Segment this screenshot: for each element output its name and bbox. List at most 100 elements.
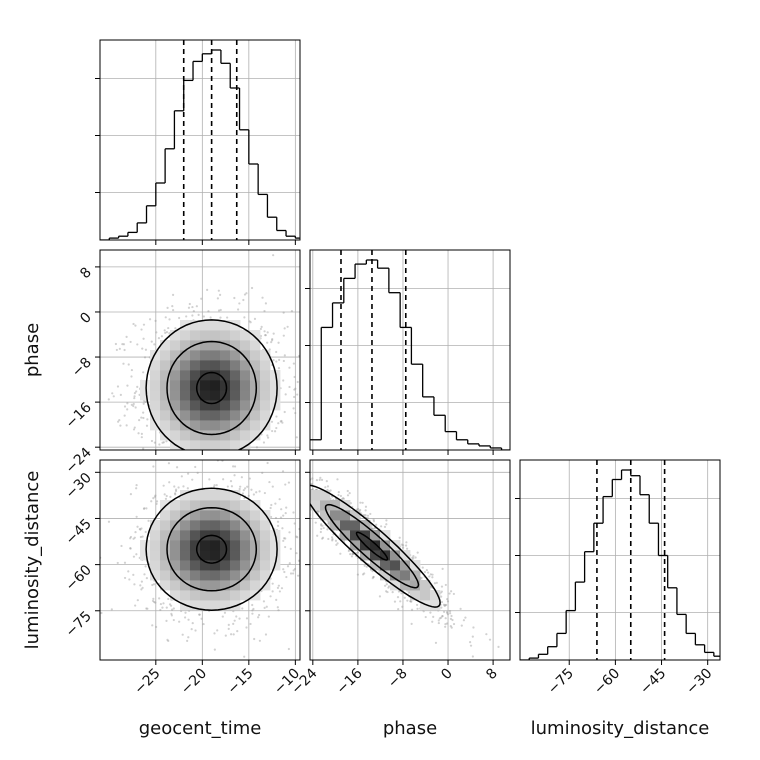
density-bin [170, 330, 181, 341]
scatter-point [249, 622, 252, 626]
density-bin [340, 510, 351, 521]
scatter-point [175, 451, 177, 453]
scatter-point [446, 598, 449, 601]
scatter-point [275, 360, 278, 363]
density-bin [370, 530, 381, 541]
scatter-point [232, 465, 235, 468]
scatter-point [184, 473, 186, 475]
scatter-point [139, 535, 142, 539]
density-bin [170, 360, 181, 371]
scatter-point [328, 520, 331, 523]
scatter-point [472, 626, 475, 629]
scatter-point [297, 559, 300, 562]
scatter-point [446, 622, 449, 625]
scatter-point [264, 334, 267, 337]
scatter-point [292, 569, 295, 572]
density-bin [210, 590, 221, 601]
scatter-point [119, 424, 122, 427]
density-bin [420, 590, 431, 601]
scatter-point [264, 633, 268, 636]
scatter-point [100, 611, 103, 615]
scatter-point [260, 447, 262, 449]
scatter-point [289, 547, 292, 550]
scatter-point [302, 466, 304, 468]
scatter-point [349, 553, 352, 556]
scatter-point [177, 486, 180, 489]
scatter-point [289, 572, 293, 575]
scatter-point [277, 609, 280, 612]
scatter-point [361, 501, 364, 504]
density-bin [260, 390, 271, 401]
scatter-point [293, 489, 295, 491]
y-axis-title-luminosity_distance: luminosity_distance [22, 471, 43, 650]
scatter-point [429, 611, 432, 614]
scatter-point [180, 609, 183, 613]
density-bin [160, 350, 171, 361]
scatter-point [251, 603, 254, 607]
density-bin [250, 580, 261, 591]
density-bin [180, 590, 191, 601]
density-bin [220, 330, 231, 341]
scatter-point [164, 497, 168, 500]
density-bin [260, 380, 271, 391]
scatter-point [152, 597, 155, 600]
scatter-point [411, 556, 414, 559]
scatter-point [129, 535, 133, 539]
scatter-point [278, 358, 281, 361]
density-bin [330, 510, 341, 521]
density-bin [320, 490, 331, 501]
scatter-point [245, 456, 247, 458]
x-tick-label: −15 [224, 666, 256, 698]
scatter-point [132, 555, 136, 558]
scatter-point [282, 379, 285, 382]
scatter-point [142, 447, 145, 450]
scatter-point [148, 318, 152, 321]
scatter-point [304, 474, 306, 476]
scatter-point [287, 647, 290, 651]
scatter-point [200, 297, 203, 300]
density-bin [390, 550, 401, 561]
scatter-point [283, 474, 285, 476]
scatter-point [194, 456, 196, 458]
density-bin [210, 390, 221, 401]
density-bin [150, 570, 161, 581]
scatter-point [278, 498, 281, 501]
scatter-point [143, 573, 146, 576]
scatter-point [137, 432, 140, 435]
scatter-point [267, 615, 270, 618]
scatter-point [378, 595, 382, 598]
scatter-point [213, 648, 216, 651]
density-bin [140, 550, 151, 561]
density-bin [190, 540, 201, 551]
scatter-point [319, 530, 322, 534]
scatter-point [217, 462, 219, 464]
density-bin [180, 440, 191, 450]
scatter-point [180, 477, 182, 479]
scatter-point [126, 384, 129, 387]
scatter-point [459, 607, 462, 610]
scatter-point [296, 574, 300, 577]
scatter-point [142, 507, 146, 510]
scatter-point [169, 495, 172, 498]
density-bin [170, 380, 181, 391]
x-tick-label: −16 [334, 665, 366, 697]
x-tick-label: −60 [591, 666, 623, 698]
scatter-point [166, 452, 168, 454]
scatter-point [138, 527, 141, 531]
scatter-point [191, 478, 194, 481]
scatter-point [405, 541, 408, 544]
scatter-point [130, 368, 134, 372]
scatter-point [110, 608, 113, 611]
density-bin [160, 510, 171, 521]
scatter-point [187, 618, 190, 621]
scatter-point [460, 624, 463, 627]
scatter-point [292, 362, 295, 365]
scatter-point [132, 428, 136, 431]
density-bin [200, 530, 211, 541]
scatter-point [158, 597, 161, 600]
scatter-point [268, 476, 270, 478]
y-tick-label: 8 [77, 264, 95, 282]
scatter-point [258, 639, 261, 642]
scatter-point [274, 516, 278, 520]
scatter-point [233, 474, 236, 477]
